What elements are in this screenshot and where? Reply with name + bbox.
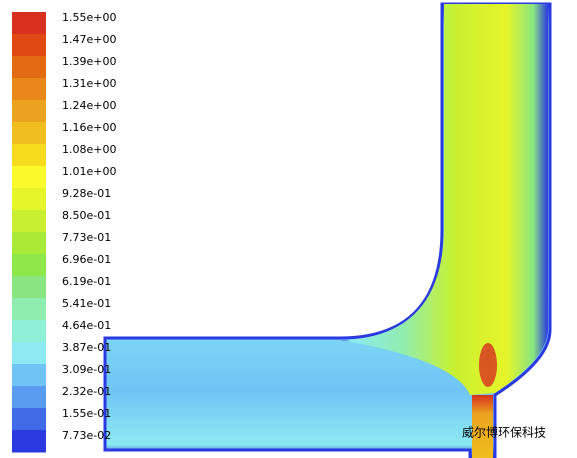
colorbar-swatch <box>12 342 46 365</box>
colorbar-label: 9.28e-01 <box>62 187 111 200</box>
colorbar-label: 1.24e+00 <box>62 99 116 112</box>
colorbar-swatch <box>12 254 46 277</box>
pipe-geometry <box>103 2 552 458</box>
colorbar-swatch <box>12 430 46 453</box>
colorbar-label: 1.08e+00 <box>62 143 116 156</box>
colorbar-label: 1.31e+00 <box>62 77 116 90</box>
colorbar-swatch <box>12 122 46 145</box>
colorbar: 1.55e+00 1.47e+00 1.39e+00 1.31e+00 1.24e+00… <box>12 11 116 453</box>
riser-flow <box>340 4 548 395</box>
colorbar-swatch <box>12 232 46 255</box>
colorbar-label: 2.32e-01 <box>62 385 111 398</box>
colorbar-swatch <box>12 166 46 189</box>
colorbar-label: 7.73e-01 <box>62 231 111 244</box>
colorbar-label: 3.87e-01 <box>62 341 111 354</box>
colorbar-label: 8.50e-01 <box>62 209 111 222</box>
colorbar-swatch <box>12 78 46 101</box>
colorbar-swatch <box>12 298 46 321</box>
colorbar-label: 6.19e-01 <box>62 275 111 288</box>
colorbar-label: 1.55e+00 <box>62 11 116 24</box>
colorbar-label: 1.55e-01 <box>62 407 111 420</box>
hot-spot <box>479 343 497 387</box>
colorbar-swatch <box>12 408 46 431</box>
colorbar-swatch <box>12 276 46 299</box>
colorbar-swatch <box>12 320 46 343</box>
colorbar-label: 1.39e+00 <box>62 55 116 68</box>
colorbar-label: 6.96e-01 <box>62 253 111 266</box>
colorbar-label: 7.73e-02 <box>62 429 111 442</box>
colorbar-label: 3.09e-01 <box>62 363 111 376</box>
colorbar-swatch <box>12 100 46 123</box>
colorbar-swatch <box>12 12 46 35</box>
colorbar-swatch <box>12 144 46 167</box>
colorbar-swatch <box>12 56 46 79</box>
colorbar-swatch <box>12 34 46 57</box>
colorbar-label: 1.47e+00 <box>62 33 116 46</box>
colorbar-label: 4.64e-01 <box>62 319 111 332</box>
watermark: 威尔博环保科技 <box>462 425 546 440</box>
colorbar-label: 5.41e-01 <box>62 297 111 310</box>
colorbar-swatch <box>12 188 46 211</box>
colorbar-swatch <box>12 210 46 233</box>
colorbar-label: 1.01e+00 <box>62 165 116 178</box>
colorbar-swatch <box>12 386 46 409</box>
colorbar-swatch <box>12 364 46 387</box>
colorbar-label: 1.16e+00 <box>62 121 116 134</box>
outlet-flow <box>472 395 493 458</box>
